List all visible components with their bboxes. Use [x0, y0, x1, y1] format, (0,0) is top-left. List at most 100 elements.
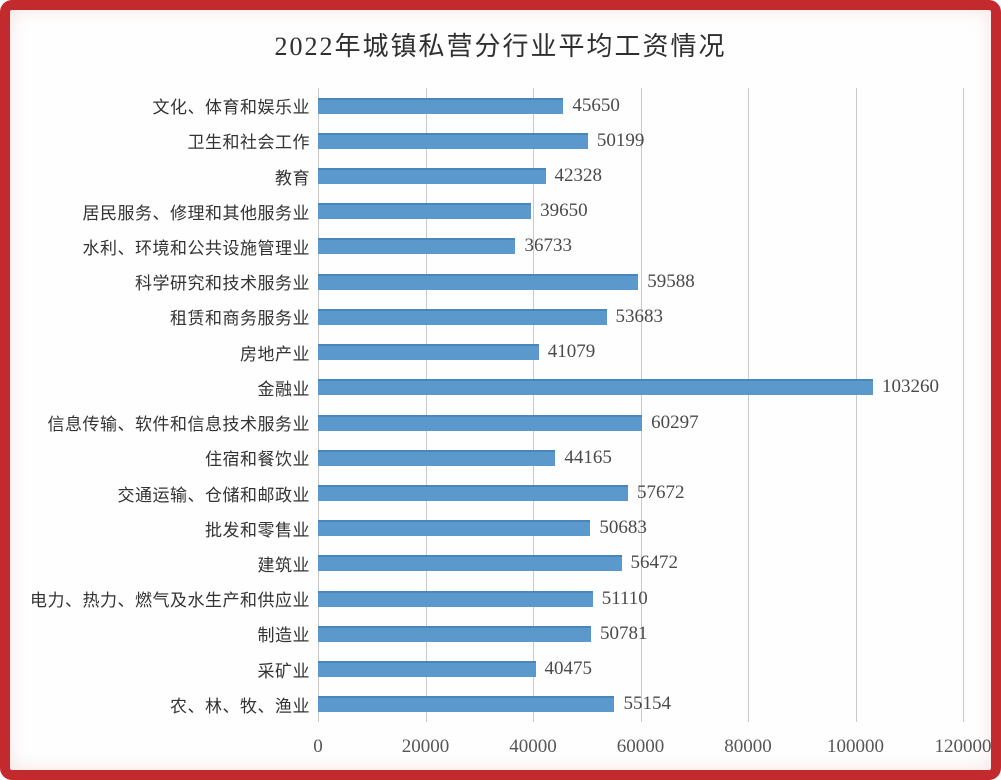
category-label: 房地产业: [240, 344, 310, 364]
bar-area: 36733: [318, 229, 963, 264]
value-label: 51110: [601, 587, 648, 609]
value-label: 36733: [524, 235, 572, 257]
bar: [318, 273, 639, 290]
category-label: 教育: [275, 168, 310, 188]
value-label: 45650: [572, 94, 620, 116]
bar: [318, 449, 556, 466]
bar: [318, 168, 546, 185]
value-label: 50199: [596, 129, 645, 151]
bar: [318, 414, 643, 431]
bar: [318, 344, 539, 361]
value-label: 60297: [651, 411, 699, 433]
bar-row: 租赁和商务服务业 53683: [14, 299, 987, 334]
chart-title: 2022年城镇私营分行业平均工资情况: [274, 32, 727, 61]
x-tick-label: 100000: [827, 736, 884, 757]
x-tick-label: 20000: [401, 736, 450, 757]
bar-row: 水利、环境和公共设施管理业 36733: [14, 229, 987, 264]
value-label: 42328: [554, 165, 603, 187]
bar-row: 批发和零售业 50683: [14, 511, 987, 546]
category-label: 居民服务、修理和其他服务业: [82, 203, 310, 223]
category-label: 电力、热力、燃气及水生产和供应业: [30, 591, 310, 611]
bar: [318, 661, 536, 678]
bar-area: 40475: [318, 652, 963, 687]
gridline: [963, 88, 964, 722]
bar-row: 卫生和社会工作 50199: [14, 123, 987, 158]
gridline: [748, 88, 749, 722]
bar-area: 44165: [318, 440, 963, 475]
value-label: 39650: [540, 200, 588, 222]
category-label: 卫生和社会工作: [187, 133, 310, 153]
bar-area: 59588: [318, 264, 963, 299]
bar-area: 103260: [318, 370, 963, 405]
bar: [318, 203, 532, 220]
x-tick-label: 40000: [509, 736, 557, 757]
bar-area: 39650: [318, 194, 963, 229]
value-label: 59588: [647, 270, 695, 292]
value-label: 41079: [547, 341, 596, 363]
bar: [318, 625, 591, 642]
bar: [318, 379, 874, 396]
value-label: 55154: [623, 693, 671, 715]
bar-area: 50199: [318, 123, 963, 158]
bar: [318, 97, 564, 114]
category-label: 制造业: [257, 626, 310, 646]
bar-row: 科学研究和技术服务业 59588: [14, 264, 987, 299]
category-label: 水利、环境和公共设施管理业: [82, 238, 310, 258]
value-label: 50683: [599, 517, 647, 539]
bar-area: 50781: [318, 616, 963, 651]
gridline: [425, 88, 427, 722]
value-label: 56472: [630, 552, 679, 574]
category-label: 文化、体育和娱乐业: [152, 98, 310, 118]
gridlines-container: [318, 88, 964, 722]
category-label: 住宿和餐饮业: [205, 450, 310, 470]
bar-row: 金融业 103260: [14, 370, 987, 405]
value-label: 53683: [615, 305, 664, 327]
value-label: 44165: [564, 446, 612, 468]
bar-area: 50683: [318, 511, 963, 546]
bar-area: 55154: [318, 687, 963, 722]
bar-row: 电力、热力、燃气及水生产和供应业 51110: [14, 581, 987, 616]
category-label: 租赁和商务服务业: [170, 309, 310, 329]
bar: [318, 485, 628, 502]
bar-row: 交通运输、仓储和邮政业 57672: [14, 475, 987, 510]
gridline: [855, 88, 857, 722]
value-label: 103260: [882, 376, 940, 398]
category-label: 金融业: [257, 379, 310, 399]
category-label: 科学研究和技术服务业: [135, 274, 310, 294]
bar-area: 57672: [318, 475, 963, 510]
bar-area: 53683: [318, 299, 963, 334]
x-axis-tick-labels: 0 20000 40000 60000 80000 100000 120000: [313, 736, 991, 760]
bar-row: 住宿和餐饮业 44165: [14, 440, 987, 475]
bar-row: 农、林、牧、渔业 55154: [14, 687, 987, 722]
category-label: 信息传输、软件和信息技术服务业: [47, 415, 310, 435]
bar: [318, 132, 588, 149]
bar-row: 文化、体育和娱乐业 45650: [14, 88, 987, 123]
bar-area: 41079: [318, 335, 963, 370]
bar-row: 采矿业 40475: [14, 652, 987, 687]
category-label: 交通运输、仓储和邮政业: [117, 485, 310, 505]
bar-area: 60297: [318, 405, 963, 440]
bar-area: 51110: [318, 581, 963, 616]
bar-area: 42328: [318, 158, 963, 193]
category-label: 农、林、牧、渔业: [170, 696, 310, 716]
x-tick-label: 60000: [616, 736, 665, 757]
bar: [318, 696, 615, 713]
value-label: 57672: [636, 482, 685, 504]
bar: [318, 520, 591, 537]
bar: [318, 238, 516, 255]
gridline: [533, 88, 534, 722]
gridline: [318, 88, 319, 722]
bar-row: 制造业 50781: [14, 616, 987, 651]
bar-row: 居民服务、修理和其他服务业 39650: [14, 194, 987, 229]
category-label: 建筑业: [257, 555, 310, 575]
value-label: 40475: [544, 658, 593, 680]
x-tick-label: 0: [313, 736, 323, 757]
bar-rows-container: 文化、体育和娱乐业 45650 卫生和社会工作 50199 教育 42328 居民服务、修理…: [14, 88, 987, 722]
bar-row: 信息传输、软件和信息技术服务业 60297: [14, 405, 987, 440]
gridline: [640, 88, 642, 722]
x-tick-label: 120000: [934, 736, 992, 757]
category-label: 采矿业: [257, 661, 310, 681]
bar: [318, 590, 593, 607]
bar-area: 56472: [318, 546, 963, 581]
